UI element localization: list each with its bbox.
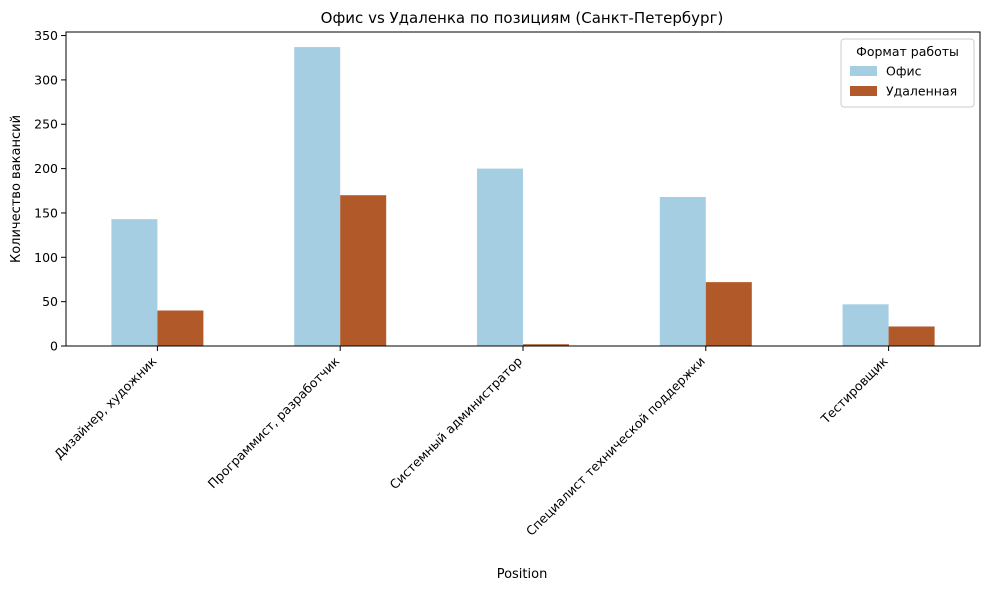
bar-remote-1: [340, 195, 387, 346]
y-tick-label: 150: [34, 205, 58, 220]
legend: Формат работы Офис Удаленная: [840, 38, 975, 108]
bar-office-3: [659, 196, 706, 346]
x-axis: Дизайнер, художник Программист, разработч…: [51, 346, 891, 539]
x-axis-label: Position: [497, 567, 548, 582]
y-tick-label: 300: [34, 72, 58, 87]
y-tick-label: 200: [34, 161, 58, 176]
y-tick-label: 350: [34, 28, 58, 43]
x-tick-label: Системный администратор: [387, 353, 526, 492]
legend-label-office: Офис: [886, 64, 922, 79]
legend-swatch-office: [850, 66, 877, 76]
x-tick-label: Тестировщик: [817, 353, 891, 427]
x-tick-label: Специалист технической поддержки: [523, 354, 708, 539]
plot-frame: [65, 31, 981, 347]
legend-title: Формат работы: [856, 44, 959, 59]
legend-swatch-remote: [850, 86, 877, 96]
bar-office-1: [294, 47, 341, 346]
bars-group: [111, 47, 935, 346]
bar-office-4: [842, 304, 889, 346]
y-tick-label: 250: [34, 117, 58, 132]
chart-title: Офис vs Удаленка по позициям (Санкт-Пете…: [321, 9, 724, 27]
y-tick-label: 50: [42, 294, 58, 309]
y-tick-label: 0: [50, 339, 58, 354]
x-tick-label: Программист, разработчик: [205, 353, 343, 491]
bar-remote-2: [523, 344, 569, 346]
bar-remote-4: [888, 326, 935, 346]
y-tick-label: 100: [34, 250, 58, 265]
y-axis-label: Количество вакансий: [9, 115, 24, 263]
bar-remote-0: [157, 310, 204, 346]
bar-office-2: [477, 168, 523, 346]
x-tick-label: Дизайнер, художник: [51, 353, 160, 462]
bar-remote-3: [705, 282, 752, 346]
y-axis: 0 50 100 150 200 250 300 350: [34, 28, 66, 354]
legend-label-remote: Удаленная: [886, 84, 957, 99]
bar-office-0: [111, 219, 158, 346]
